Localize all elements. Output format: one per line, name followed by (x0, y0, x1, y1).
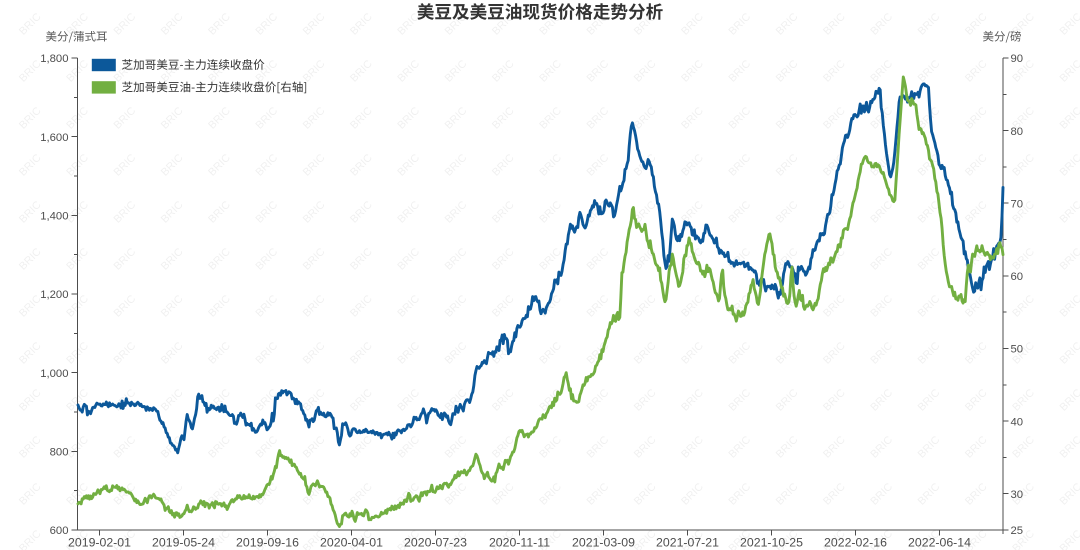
svg-text:2021-10-25: 2021-10-25 (740, 536, 803, 550)
svg-text:2022-06-14: 2022-06-14 (908, 536, 971, 550)
svg-text:30: 30 (1011, 489, 1024, 501)
svg-text:25: 25 (1011, 525, 1024, 537)
svg-text:60: 60 (1011, 271, 1024, 283)
svg-text:2019-09-16: 2019-09-16 (236, 536, 299, 550)
svg-text:2021-07-21: 2021-07-21 (656, 536, 719, 550)
svg-text:90: 90 (1011, 53, 1024, 65)
svg-text:2021-03-09: 2021-03-09 (572, 536, 635, 550)
svg-text:800: 800 (50, 447, 69, 459)
svg-text:1,600: 1,600 (40, 132, 68, 144)
svg-text:40: 40 (1011, 416, 1024, 428)
svg-text:2020-07-23: 2020-07-23 (404, 536, 467, 550)
svg-text:50: 50 (1011, 344, 1024, 356)
svg-text:80: 80 (1011, 126, 1024, 138)
svg-text:600: 600 (50, 525, 69, 537)
svg-text:1,800: 1,800 (40, 53, 68, 65)
svg-text:2020-11-11: 2020-11-11 (489, 536, 550, 550)
svg-text:2020-04-01: 2020-04-01 (320, 536, 383, 550)
svg-text:2019-02-01: 2019-02-01 (68, 536, 131, 550)
svg-text:70: 70 (1011, 198, 1024, 210)
svg-text:2022-02-16: 2022-02-16 (824, 536, 887, 550)
svg-text:1,000: 1,000 (40, 368, 68, 380)
svg-text:1,200: 1,200 (40, 289, 68, 301)
svg-text:2019-05-24: 2019-05-24 (152, 536, 215, 550)
svg-text:1,400: 1,400 (40, 211, 68, 223)
